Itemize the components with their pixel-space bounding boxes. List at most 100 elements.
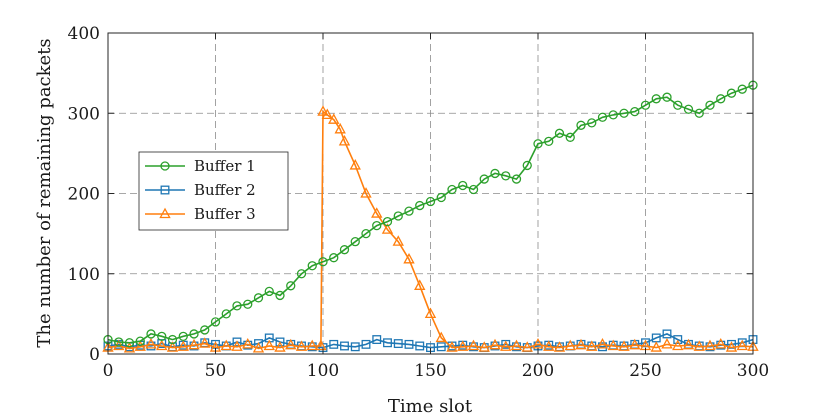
series-line: [107, 84, 754, 344]
data-point: [661, 338, 673, 349]
data-point: [425, 196, 436, 207]
data-point: [167, 334, 178, 345]
data-point: [178, 331, 188, 341]
data-point: [554, 128, 565, 138]
data-point: [608, 110, 618, 120]
data-point: [199, 337, 211, 348]
data-point: [329, 339, 339, 349]
data-point: [544, 136, 554, 146]
data-point: [124, 338, 135, 348]
data-point: [489, 338, 501, 350]
data-point: [253, 293, 264, 303]
data-point: [532, 338, 544, 349]
data-point: [361, 339, 371, 349]
data-point: [424, 307, 437, 319]
data-point: [200, 325, 210, 335]
data-point: [243, 299, 253, 309]
data-point: [177, 340, 189, 351]
data-point: [587, 118, 597, 128]
data-point: [340, 341, 349, 351]
data-point: [146, 329, 156, 339]
data-point: [232, 337, 242, 347]
data-point: [629, 338, 641, 350]
data-point: [349, 159, 361, 170]
data-point: [446, 341, 458, 352]
data-point: [725, 341, 738, 352]
data-point: [306, 339, 318, 351]
data-point: [315, 339, 327, 351]
data-point: [586, 340, 598, 351]
data-point: [543, 340, 555, 351]
data-point: [328, 113, 340, 124]
legend-item: Buffer 1: [145, 157, 256, 175]
data-point: [361, 228, 371, 239]
data-point: [662, 329, 672, 339]
legend: Buffer 1 Buffer 2 Buffer 3: [138, 151, 289, 231]
legend-item: Buffer 3: [145, 205, 256, 223]
data-point: [296, 269, 307, 279]
data-point: [360, 187, 372, 198]
data-point: [285, 338, 297, 350]
data-point: [468, 184, 479, 195]
data-point: [619, 108, 629, 118]
y-tick-label: 200: [68, 185, 100, 205]
data-point: [607, 339, 619, 351]
data-point: [295, 340, 308, 351]
data-point: [264, 286, 274, 297]
data-point: [672, 339, 684, 351]
data-point: [693, 340, 705, 351]
legend-marker: [160, 185, 170, 195]
legend-marker: [159, 207, 171, 219]
data-point: [307, 261, 317, 271]
data-point: [274, 341, 286, 352]
data-point: [403, 252, 415, 264]
legend-label: Buffer 2: [194, 181, 256, 199]
legend-item: Buffer 2: [145, 181, 256, 199]
data-point: [372, 220, 382, 231]
data-point: [510, 339, 523, 351]
data-point: [114, 337, 124, 347]
data-point: [575, 338, 587, 350]
data-point: [188, 338, 200, 350]
data-point: [338, 134, 351, 146]
data-point: [564, 339, 576, 351]
data-point: [334, 122, 346, 134]
x-tick-label: 100: [307, 361, 339, 381]
data-point: [673, 335, 683, 345]
data-point: [553, 341, 566, 352]
data-point: [479, 174, 489, 184]
legend-marker: [160, 161, 170, 171]
data-point: [511, 174, 522, 184]
data-point: [321, 108, 333, 120]
data-point: [662, 92, 672, 102]
data-point: [392, 235, 404, 246]
series-line: [107, 109, 754, 350]
data-point: [382, 216, 393, 227]
data-point: [704, 339, 716, 351]
data-point: [682, 338, 695, 350]
tick-labels: 0 50 100 150 200 250 300 0 100 200 300 400: [68, 24, 770, 381]
legend-label: Buffer 3: [194, 205, 256, 223]
data-point: [618, 340, 630, 351]
data-point: [404, 339, 414, 349]
data-point: [254, 339, 263, 349]
y-tick-label: 100: [68, 265, 100, 285]
data-point: [533, 139, 543, 149]
data-point: [596, 338, 609, 349]
data-point: [286, 281, 296, 291]
series-buffer-1: [103, 80, 758, 348]
data-point: [156, 339, 168, 351]
data-point: [242, 338, 254, 349]
data-point: [436, 192, 446, 203]
data-point: [123, 342, 136, 353]
x-axis-label: Time slot: [388, 396, 473, 415]
data-point: [393, 211, 403, 221]
data-point: [500, 340, 512, 351]
data-point: [478, 341, 490, 352]
data-point: [318, 257, 328, 267]
x-tick-label: 300: [737, 361, 769, 381]
x-tick-label: 0: [103, 361, 114, 381]
data-point: [715, 338, 727, 349]
data-point: [415, 341, 425, 351]
